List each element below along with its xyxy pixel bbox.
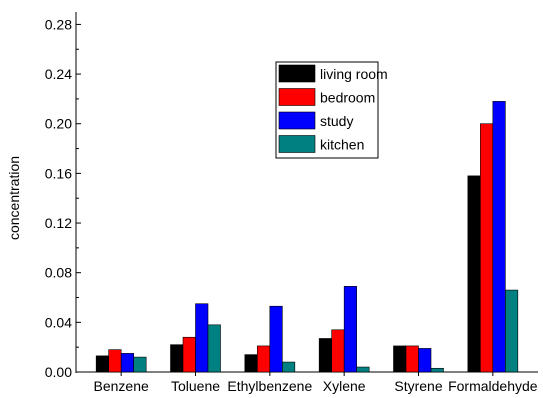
bar-study-benzene [120, 353, 134, 373]
x-tick-label: Xylene [323, 378, 366, 394]
legend-label: kitchen [320, 137, 364, 153]
y-tick-label: 0.12 [45, 215, 72, 231]
legend-label: living room [320, 66, 388, 82]
bar-kitchen-ethylbenzene [282, 361, 296, 373]
legend-label: study [320, 113, 353, 129]
bar-study-formaldehyde [492, 101, 506, 373]
bar-living-room-formaldehyde [467, 175, 481, 373]
bar-living-room-ethylbenzene [244, 354, 258, 373]
bar-bedroom-styrene [405, 345, 419, 373]
legend-swatch-kitchen [278, 135, 316, 153]
x-tick-label: Formaldehyde [448, 378, 538, 394]
x-tick-label: Ethylbenzene [227, 378, 312, 394]
bar-living-room-xylene [318, 338, 332, 373]
x-tick-label: Styrene [394, 378, 442, 394]
bar-bedroom-ethylbenzene [257, 345, 271, 373]
bar-bedroom-formaldehyde [480, 123, 494, 373]
y-tick-label: 0.04 [45, 314, 72, 330]
bar-kitchen-benzene [133, 356, 147, 373]
bar-living-room-styrene [393, 345, 407, 373]
bar-study-toluene [195, 303, 209, 373]
legend-label: bedroom [320, 90, 375, 106]
bar-kitchen-xylene [356, 366, 370, 373]
bar-bedroom-toluene [182, 336, 196, 373]
bar-living-room-toluene [170, 344, 184, 373]
bar-study-ethylbenzene [269, 305, 283, 373]
y-tick-label: 0.24 [45, 66, 72, 82]
bar-kitchen-toluene [207, 324, 221, 373]
bar-study-xylene [343, 286, 357, 373]
legend-swatch-living-room [278, 64, 316, 83]
y-tick-label: 0.00 [45, 364, 72, 380]
x-tick-label: Benzene [94, 378, 149, 394]
x-tick-label: Toluene [171, 378, 220, 394]
y-tick-label: 0.16 [45, 165, 72, 181]
plot-area: 0.00 0.04 0.08 0.12 0.16 0.20 0.24 0.28 Benzene T… [45, 12, 538, 394]
y-tick-label: 0.28 [45, 16, 72, 32]
y-axis-title: concentration [6, 156, 22, 240]
bar-bedroom-benzene [108, 349, 122, 373]
bar-kitchen-styrene [430, 367, 444, 373]
legend-swatch-study [278, 111, 316, 130]
bar-kitchen-formaldehyde [505, 289, 519, 373]
legend-swatch-bedroom [278, 88, 316, 106]
bar-study-styrene [418, 348, 432, 373]
bar-bedroom-xylene [331, 329, 345, 373]
y-tick-label: 0.08 [45, 265, 72, 281]
bar-living-room-benzene [95, 355, 109, 373]
y-tick-label: 0.20 [45, 116, 72, 132]
